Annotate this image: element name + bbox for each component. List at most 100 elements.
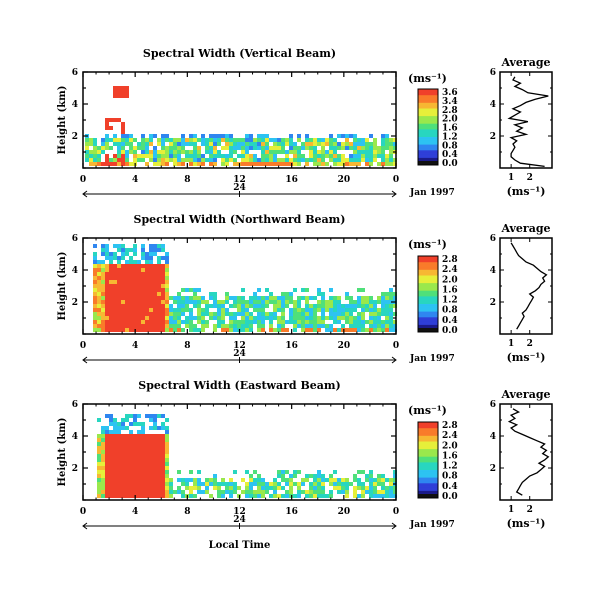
heatmap-cell: [353, 162, 357, 166]
heatmap-cell: [161, 158, 165, 162]
heatmap-cell: [381, 292, 385, 296]
heatmap-cell: [293, 328, 297, 332]
heatmap-cell: [181, 308, 185, 312]
heatmap-cell: [381, 162, 385, 166]
heatmap-cell: [141, 482, 145, 486]
heatmap-cell: [93, 244, 97, 248]
heatmap-cell: [285, 490, 289, 494]
heatmap-cell: [97, 470, 101, 474]
heatmap-cell: [109, 316, 113, 320]
heatmap-cell: [285, 138, 289, 142]
heatmap-cell: [133, 442, 137, 446]
heatmap-cell: [113, 292, 117, 296]
heatmap-cell: [381, 474, 385, 478]
heatmap-cell: [373, 312, 377, 316]
heatmap-cell: [141, 142, 145, 146]
heatmap-cell: [121, 422, 125, 426]
colorbar-swatch: [418, 151, 438, 155]
heatmap-cell: [121, 320, 125, 324]
heatmap-cell: [129, 422, 133, 426]
heatmap-cell: [113, 244, 117, 248]
colorbar-swatch: [418, 119, 438, 122]
heatmap-cell: [105, 438, 109, 442]
average-title: Average: [500, 56, 550, 69]
colorbar-swatch: [418, 431, 438, 434]
heatmap-cell: [221, 300, 225, 304]
heatmap-cell: [209, 150, 213, 154]
heatmap-cell: [157, 494, 161, 498]
heatmap-cell: [109, 138, 113, 142]
heatmap-cell: [265, 296, 269, 300]
heatmap-cell: [125, 94, 129, 98]
heatmap-cell: [165, 442, 169, 446]
heatmap-cell: [165, 312, 169, 316]
heatmap-cell: [181, 494, 185, 498]
heatmap-cell: [161, 264, 165, 268]
heatmap-cell: [301, 146, 305, 150]
heatmap-cell: [241, 328, 245, 332]
heatmap-cell: [121, 252, 125, 256]
x-tick-label: 0: [393, 341, 399, 351]
heatmap-cell: [357, 150, 361, 154]
heatmap-cell: [297, 138, 301, 142]
heatmap-cell: [125, 142, 129, 146]
heatmap-cell: [105, 490, 109, 494]
heatmap-cell: [117, 264, 121, 268]
heatmap-cell: [293, 150, 297, 154]
heatmap-cell: [133, 264, 137, 268]
heatmap-cell: [209, 482, 213, 486]
heatmap-cell: [309, 308, 313, 312]
heatmap-cell: [129, 324, 133, 328]
heatmap-cell: [317, 478, 321, 482]
heatmap-cell: [129, 296, 133, 300]
heatmap-cell: [297, 150, 301, 154]
heatmap-cell: [121, 308, 125, 312]
heatmap-cell: [393, 494, 397, 498]
heatmap-cell: [205, 142, 209, 146]
heatmap-cell: [345, 320, 349, 324]
heatmap-cell: [393, 324, 397, 328]
heatmap-cell: [281, 316, 285, 320]
heatmap-cell: [141, 304, 145, 308]
heatmap-cell: [137, 292, 141, 296]
colorbar-swatch: [418, 435, 438, 438]
heatmap-cell: [113, 312, 117, 316]
heatmap-cell: [109, 328, 113, 332]
heatmap-cell: [169, 324, 173, 328]
heatmap-cell: [121, 150, 125, 154]
heatmap-cell: [261, 158, 265, 162]
heatmap-cell: [329, 158, 333, 162]
heatmap-cell: [129, 414, 133, 418]
colorbar-swatch: [418, 90, 438, 94]
x-tick-label: 20: [338, 175, 351, 185]
colorbar-swatch: [418, 275, 438, 278]
heatmap-cell: [101, 458, 105, 462]
colorbar-swatch: [418, 130, 438, 134]
heatmap-cell: [305, 142, 309, 146]
heatmap-cell: [213, 138, 217, 142]
heatmap-cell: [113, 438, 117, 442]
heatmap-cell: [129, 138, 133, 142]
heatmap-cell: [369, 146, 373, 150]
x-tick-label: 12: [233, 507, 246, 517]
heatmap-cell: [145, 308, 149, 312]
heatmap-cell: [229, 154, 233, 158]
heatmap-cell: [125, 494, 129, 498]
heatmap-cell: [321, 494, 325, 498]
heatmap-cell: [357, 304, 361, 308]
heatmap-cell: [293, 142, 297, 146]
heatmap-cell: [293, 162, 297, 166]
heatmap-cell: [329, 134, 333, 138]
heatmap-cell: [157, 296, 161, 300]
heatmap-cell: [141, 300, 145, 304]
heatmap-cell: [109, 414, 113, 418]
heatmap-cell: [165, 300, 169, 304]
average-title: Average: [500, 222, 550, 235]
heatmap-cell: [273, 158, 277, 162]
heatmap-cell: [373, 150, 377, 154]
heatmap-cell: [109, 320, 113, 324]
heatmap-cell: [345, 490, 349, 494]
heatmap-cell: [133, 284, 137, 288]
heatmap-cell: [125, 158, 129, 162]
colorbar-swatch: [418, 448, 438, 451]
